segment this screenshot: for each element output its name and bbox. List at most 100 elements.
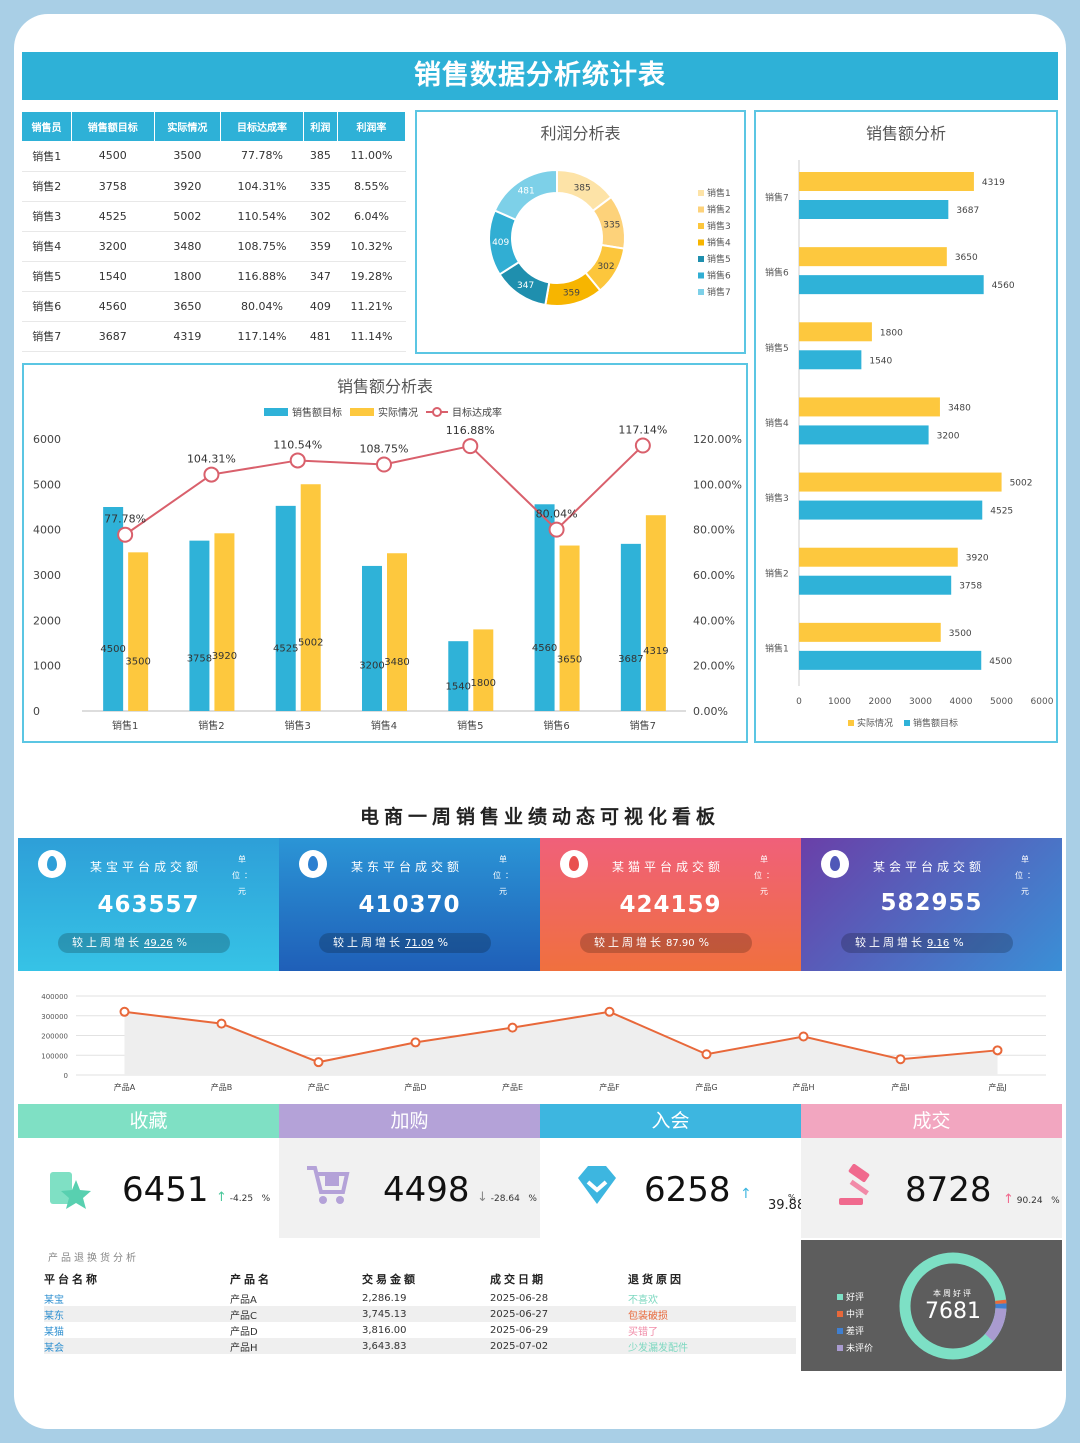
hbar-bar <box>799 500 983 520</box>
hbar-value-label: 1800 <box>880 328 903 338</box>
metric-value: 6451 <box>122 1170 209 1210</box>
table-cell: 3480 <box>154 231 221 262</box>
table-cell: 11.14% <box>337 321 406 352</box>
pie-legend-label: 销售3 <box>707 220 731 232</box>
kpi-card-mbao: 某宝平台成交额 单位：元 463557 较上周增长 49.26% <box>18 838 279 971</box>
line-y-tick-label: 400000 <box>41 993 68 1001</box>
hbar-category-label: 销售1 <box>765 642 789 654</box>
combo-bar <box>534 504 555 711</box>
hbar-bar <box>799 425 929 445</box>
combo-rate-point <box>203 466 220 483</box>
combo-bar-value-label: 5002 <box>298 638 323 649</box>
combo-legend-swatch <box>350 408 374 416</box>
pie-slice-label: 385 <box>574 183 591 193</box>
pie-legend-swatch <box>698 223 704 229</box>
table-row: 销售3 4525 5002 110.54% 302 6.04% <box>22 201 406 232</box>
pie-legend-swatch <box>698 272 704 279</box>
kpi-name: 某猫平台成交额 <box>612 860 725 874</box>
table-cell: 347 <box>303 261 338 292</box>
table-cell: 117.14% <box>220 321 304 352</box>
combo-category-label: 销售2 <box>198 719 224 732</box>
line-area-fill <box>124 1011 998 1075</box>
table-cell: 11.00% <box>337 141 406 172</box>
returns-cell: 不喜欢 <box>628 1294 658 1306</box>
metric-change-pct: % <box>261 1194 271 1204</box>
returns-header-cell: 成交日期 <box>490 1273 546 1286</box>
kpi-change-pill: 较上周增长 71.09% <box>319 933 491 953</box>
combo-bar <box>275 505 296 711</box>
metric-value: 4498 <box>383 1170 470 1210</box>
sales-combo-chart: 0 1000 2000 3000 4000 5000 6000 0.00% 20.00% 40.0… <box>33 406 742 732</box>
returns-cell: 某猫 <box>44 1326 64 1338</box>
line-category-label: 产品I <box>891 1082 909 1092</box>
kpi-change-value: 49.26 <box>144 938 173 949</box>
returns-row: 某东 产品C 3,745.13 2025-06-27 包装破损 <box>44 1306 796 1322</box>
hbar-category-label: 销售7 <box>765 192 789 204</box>
line-category-label: 产品A <box>114 1082 136 1092</box>
line-series <box>124 1010 998 1064</box>
sales-hbar-panel: 销售额分析 销售7 4319 3687 销售6 3650 4560 销售5 1800 1540 销… <box>754 110 1058 743</box>
hbar-value-label: 4319 <box>982 178 1005 188</box>
table-cell: 5002 <box>154 201 221 232</box>
kpi-unit: 单位：元 <box>232 855 256 896</box>
combo-rate-label: 110.54% <box>273 438 322 451</box>
metric-tile-favorites: 6451 ↑ -4.25 % <box>18 1138 279 1238</box>
table-cell: 销售2 <box>22 171 72 202</box>
product-line-chart: 0 100000 200000 300000 400000 产品A 产品B 产品C 产品D 产品E… <box>41 993 1046 1092</box>
line-point <box>216 1018 227 1029</box>
returns-cell: 某东 <box>44 1306 230 1322</box>
line-category-label: 产品F <box>599 1082 620 1092</box>
hbar-legend-swatch <box>848 720 854 726</box>
combo-bar-value-label: 3687 <box>618 654 643 665</box>
kpi-unit: 单位：元 <box>754 855 778 896</box>
table-header-cell: 利润率 <box>337 112 407 141</box>
combo-category-label: 销售4 <box>371 719 397 732</box>
table-header-row: 销售员 销售额目标 实际情况 目标达成率 利润 利润率 <box>22 112 407 141</box>
table-header-cell: 利润 <box>303 112 338 141</box>
combo-bar <box>620 543 641 711</box>
combo-category-label: 销售6 <box>543 719 569 732</box>
platform-logo-icon <box>560 850 588 878</box>
kpi-name: 某东平台成交额 <box>351 860 464 874</box>
hbar-tick-label: 3000 <box>909 697 932 707</box>
kpi-change-pill: 较上周增长 9.16% <box>841 933 1013 953</box>
review-legend-item: 好评 <box>837 1290 873 1307</box>
hbar-tick-label: 6000 <box>1031 697 1054 707</box>
diamond-icon <box>578 1166 616 1204</box>
kpi-change-pct: % <box>698 936 713 949</box>
table-cell: 3920 <box>154 171 221 202</box>
pie-legend-label: 销售6 <box>707 270 731 282</box>
hbar-value-label: 3758 <box>959 582 982 592</box>
line-point <box>992 1045 1003 1056</box>
table-cell: 4319 <box>154 321 221 352</box>
review-ring-unrated <box>984 1307 1007 1342</box>
pie-slice-label: 302 <box>597 262 614 272</box>
review-legend-swatch <box>837 1311 843 1317</box>
line-category-label: 产品D <box>404 1082 426 1092</box>
pie-legend-label: 销售4 <box>707 237 731 249</box>
kpi-change-value: 87.90 <box>666 938 695 949</box>
combo-rate-point <box>289 452 306 469</box>
returns-cell: 产品C <box>230 1306 362 1322</box>
pie-title: 利润分析表 <box>540 124 621 143</box>
line-point <box>313 1057 324 1068</box>
kpi-value: 582955 <box>880 890 983 916</box>
hbar-tick-label: 5000 <box>990 697 1013 707</box>
returns-cell: 某宝 <box>44 1294 64 1306</box>
kpi-change-pill: 较上周增长 87.90% <box>580 933 752 953</box>
combo-rate-point <box>117 526 134 543</box>
review-legend-swatch <box>837 1345 843 1351</box>
pie-slice-label: 409 <box>492 238 509 248</box>
line-y-tick-label: 0 <box>64 1072 68 1080</box>
table-cell: 1540 <box>71 261 155 292</box>
combo-rate-label: 77.78% <box>104 513 146 526</box>
kpi-change-pct: % <box>437 936 452 949</box>
combo-rate-point <box>462 438 479 455</box>
returns-header-row: 平台名称 产品名 交易金额 成交日期 退货原因 <box>44 1268 796 1290</box>
line-point <box>604 1006 615 1017</box>
pie-legend-label: 销售7 <box>707 286 731 298</box>
combo-y2-tick-label: 40.00% <box>693 614 735 627</box>
pie-legend-label: 销售1 <box>707 187 731 199</box>
review-panel: 好评 中评 差评 未评价 本周好评 7681 <box>801 1240 1062 1371</box>
table-cell: 销售4 <box>22 231 72 262</box>
